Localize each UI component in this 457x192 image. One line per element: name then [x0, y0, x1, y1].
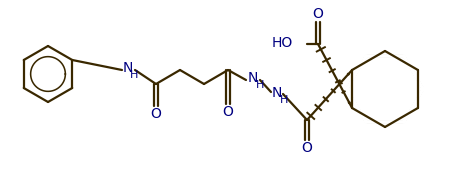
Text: H: H	[256, 80, 264, 90]
Text: N: N	[123, 61, 133, 75]
Text: H: H	[280, 95, 288, 105]
Text: N: N	[272, 86, 282, 100]
Text: O: O	[302, 141, 313, 155]
Text: N: N	[248, 71, 258, 85]
Text: O: O	[223, 105, 234, 119]
Text: HO: HO	[272, 36, 293, 50]
Text: O: O	[313, 7, 324, 21]
Text: O: O	[150, 107, 161, 121]
Text: H: H	[130, 70, 138, 80]
